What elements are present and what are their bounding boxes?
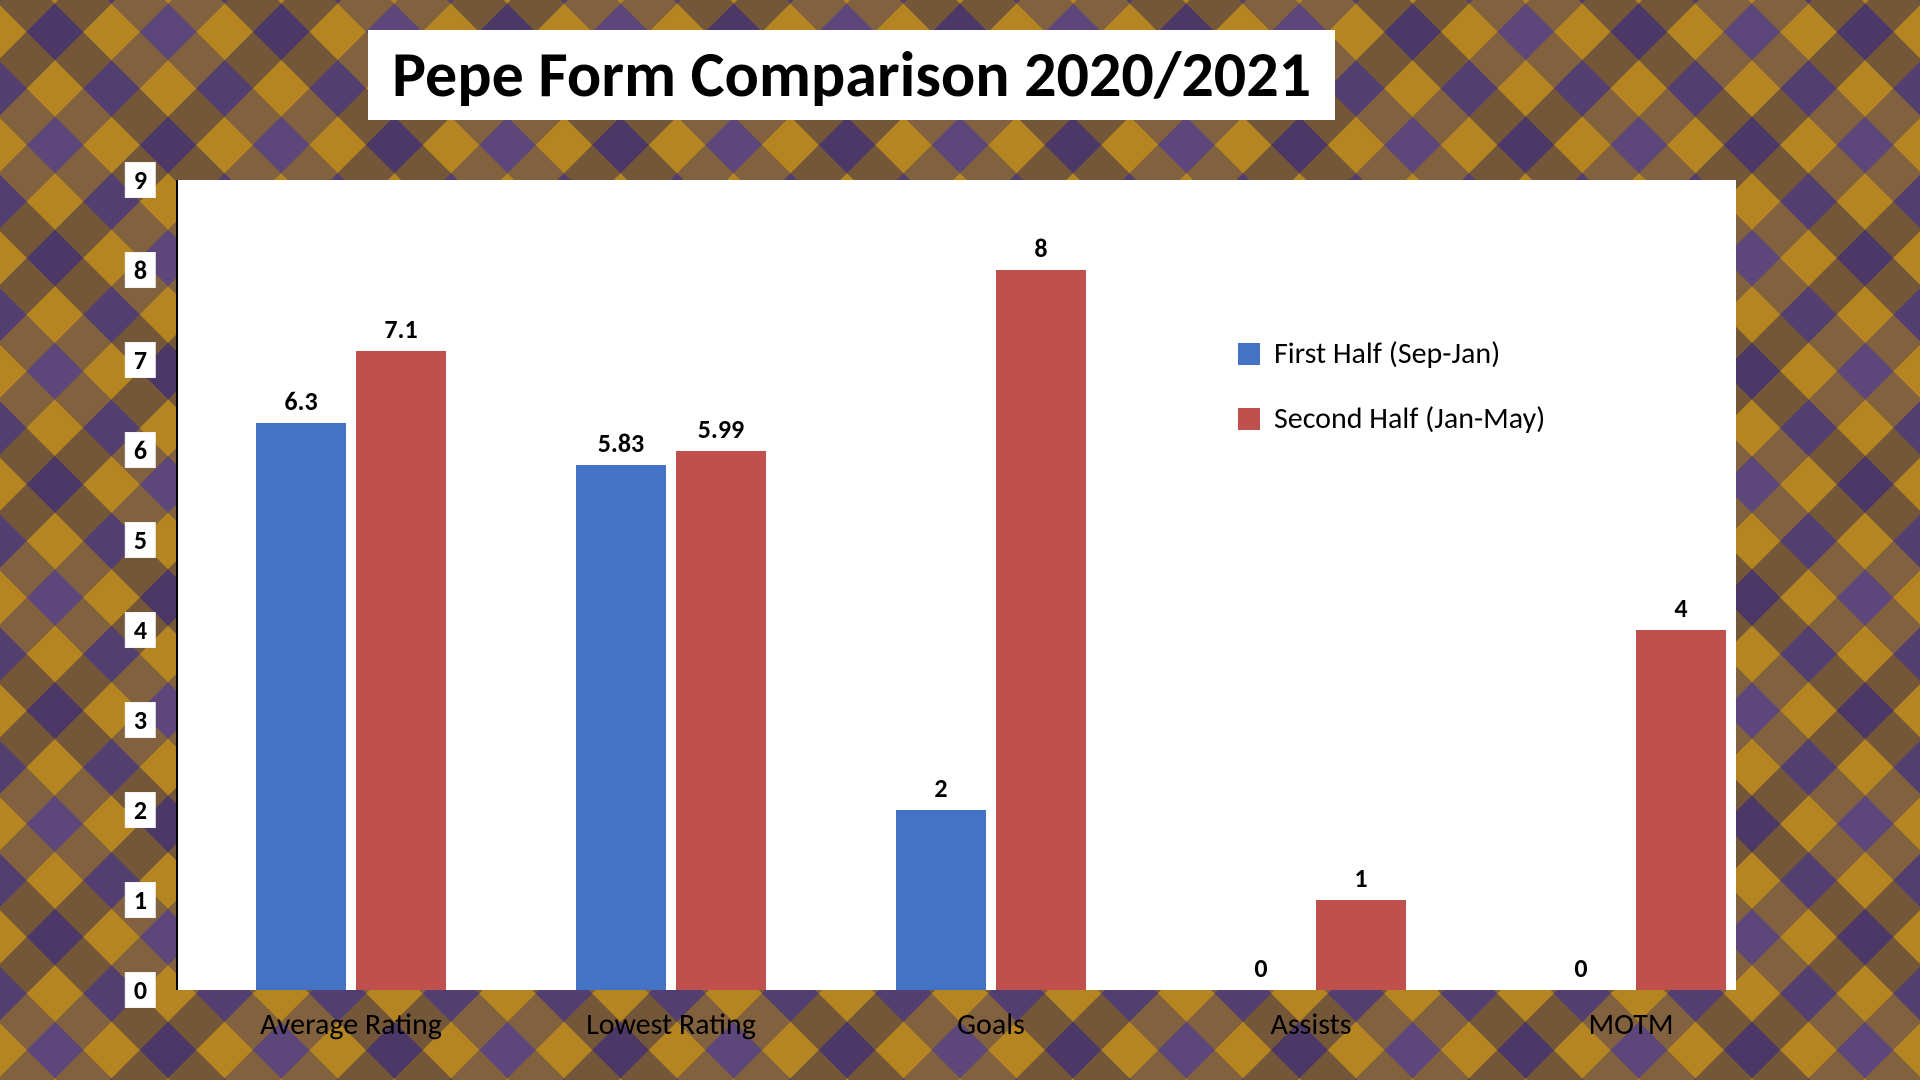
category-label: Goals [957, 1006, 1025, 1043]
legend-item: First Half (Sep-Jan) [1238, 335, 1545, 372]
bar-value-label: 1 [1354, 862, 1367, 894]
legend-swatch [1238, 408, 1260, 430]
y-tick-label: 9 [125, 162, 156, 198]
bar-value-label: 6.3 [284, 385, 317, 417]
plot-area: First Half (Sep-Jan) Second Half (Jan-May… [176, 180, 1736, 990]
y-tick-label: 8 [125, 252, 156, 288]
bar-value-label: 7.1 [384, 313, 417, 345]
bar-value-label: 8 [1034, 232, 1047, 264]
bar [676, 451, 766, 990]
y-tick-label: 7 [125, 342, 156, 378]
bar-value-label: 0 [1254, 952, 1267, 984]
category-label: Lowest Rating [586, 1006, 756, 1043]
category-label: MOTM [1589, 1006, 1674, 1043]
bar [1316, 900, 1406, 990]
y-tick-label: 1 [125, 882, 156, 918]
y-tick-label: 3 [125, 702, 156, 738]
bar [996, 270, 1086, 990]
y-axis [176, 180, 178, 990]
bar [256, 423, 346, 990]
chart-stage: Pepe Form Comparison 2020/2021 First Hal… [0, 0, 1920, 1080]
bar [1636, 630, 1726, 990]
legend-label: First Half (Sep-Jan) [1274, 335, 1500, 372]
y-tick-label: 5 [125, 522, 156, 558]
bar-value-label: 2 [934, 772, 947, 804]
bar-value-label: 0 [1574, 952, 1587, 984]
legend-item: Second Half (Jan-May) [1238, 400, 1545, 437]
legend-swatch [1238, 343, 1260, 365]
bar-value-label: 4 [1674, 592, 1687, 624]
legend: First Half (Sep-Jan) Second Half (Jan-May… [1238, 335, 1545, 465]
y-tick-label: 6 [125, 432, 156, 468]
chart-title: Pepe Form Comparison 2020/2021 [368, 30, 1335, 120]
category-label: Assists [1271, 1006, 1352, 1043]
bar-value-label: 5.83 [598, 427, 644, 459]
bar [356, 351, 446, 990]
category-label: Average Rating [260, 1006, 442, 1043]
y-tick-label: 0 [125, 972, 156, 1008]
y-tick-label: 2 [125, 792, 156, 828]
legend-label: Second Half (Jan-May) [1274, 400, 1545, 437]
y-tick-label: 4 [125, 612, 156, 648]
bar [896, 810, 986, 990]
bar [576, 465, 666, 990]
bar-value-label: 5.99 [698, 413, 744, 445]
